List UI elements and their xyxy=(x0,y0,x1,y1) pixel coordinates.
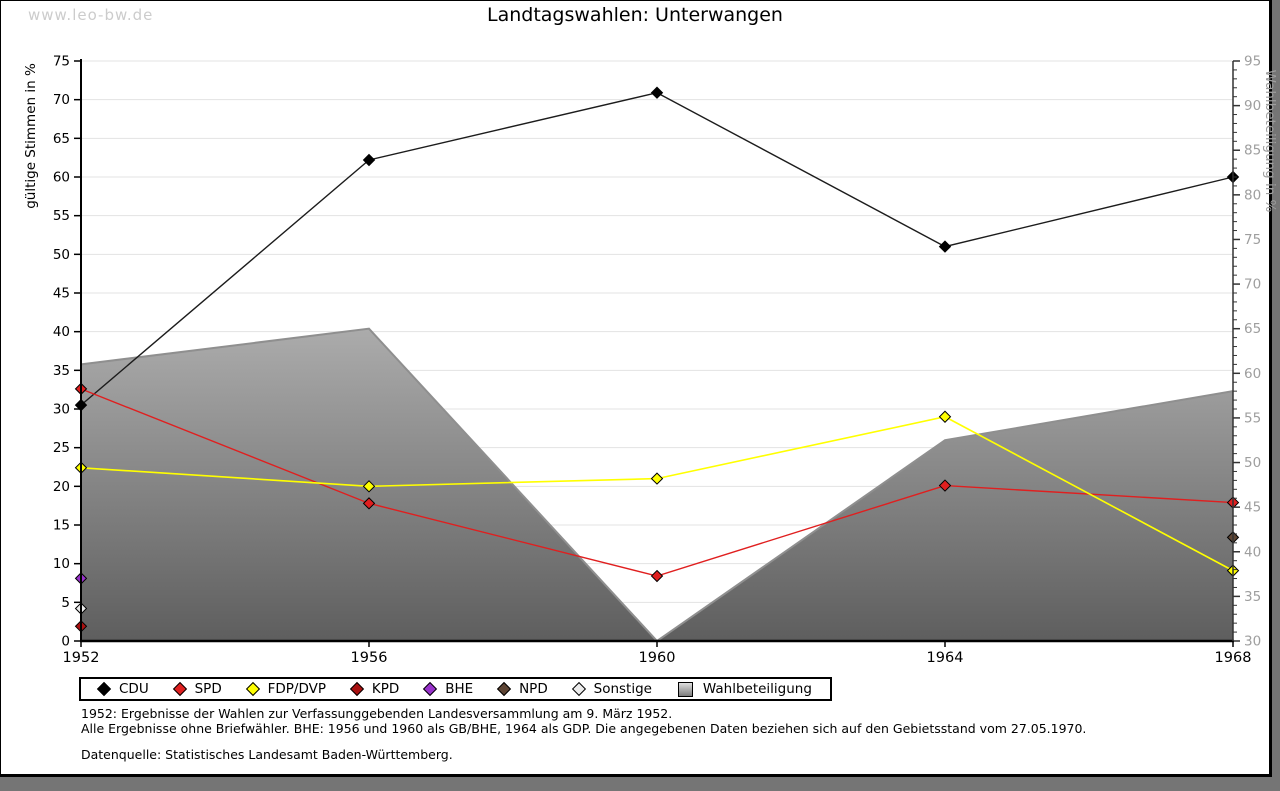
right-axis-title: Wahlbeteiligung in % xyxy=(1262,70,1278,213)
svg-text:50: 50 xyxy=(1244,455,1261,471)
legend-item-Sonstige: Sonstige xyxy=(571,681,652,697)
svg-text:30: 30 xyxy=(1244,634,1261,650)
point-SPD-1960 xyxy=(650,569,664,583)
footnote-line-2: Alle Ergebnisse ohne Briefwähler. BHE: 1… xyxy=(81,720,1087,736)
svg-text:65: 65 xyxy=(1244,321,1261,337)
legend-label: SPD xyxy=(194,681,222,697)
svg-text:70: 70 xyxy=(53,92,70,108)
legend-label: FDP/DVP xyxy=(267,681,327,697)
svg-text:60: 60 xyxy=(53,170,70,186)
legend: CDU SPD FDP/DVP KPD BHE NPD Sonstige Wahlbeteil… xyxy=(79,677,832,701)
svg-text:70: 70 xyxy=(1244,277,1261,293)
point-SPD-1956 xyxy=(362,497,376,510)
footnotes: 1952: Ergebnisse der Wahlen zur Verfassu… xyxy=(81,706,1087,763)
legend-diamond-icon xyxy=(245,681,260,697)
legend-diamond-icon xyxy=(423,681,438,697)
x-tick-1964: 1964 xyxy=(927,650,964,666)
svg-text:80: 80 xyxy=(1244,187,1261,203)
legend-item-KPD: KPD xyxy=(349,681,400,697)
legend-label: Wahlbeteiligung xyxy=(702,681,812,697)
watermark: www.leo-bw.de xyxy=(28,6,154,24)
x-tick-1956: 1956 xyxy=(351,650,388,666)
svg-text:40: 40 xyxy=(1244,544,1261,560)
svg-text:75: 75 xyxy=(53,54,70,70)
svg-text:35: 35 xyxy=(1244,589,1261,605)
point-CDU-1956 xyxy=(362,153,376,167)
svg-text:50: 50 xyxy=(53,247,70,263)
legend-item-SPD: SPD xyxy=(172,681,222,697)
x-tick-1952: 1952 xyxy=(63,650,100,666)
footnote-line-1: 1952: Ergebnisse der Wahlen zur Verfassu… xyxy=(81,706,673,721)
point-FDP/DVP-1964 xyxy=(938,410,952,423)
legend-square-icon xyxy=(677,681,693,697)
x-tick-1960: 1960 xyxy=(639,650,676,666)
legend-item-FDP/DVP: FDP/DVP xyxy=(245,681,327,697)
legend-diamond-icon xyxy=(349,681,364,697)
svg-text:5: 5 xyxy=(61,595,70,611)
x-tick-1968: 1968 xyxy=(1215,650,1252,666)
svg-text:75: 75 xyxy=(1244,232,1261,248)
axes: 0 5 10 15 20 25 30 35 40 45 50 55 60 65 70 75 30 35 40 45 50… xyxy=(23,54,1278,667)
svg-text:0: 0 xyxy=(61,634,70,650)
legend-label: KPD xyxy=(371,681,400,697)
point-FDP/DVP-1956 xyxy=(362,480,376,493)
legend-diamond-icon xyxy=(172,681,187,697)
election-chart: 0 5 10 15 20 25 30 35 40 45 50 55 60 65 70 75 30 35 40 45 50… xyxy=(23,54,1278,667)
svg-text:25: 25 xyxy=(53,440,70,456)
svg-text:55: 55 xyxy=(53,208,70,224)
legend-diamond-icon xyxy=(96,681,112,697)
legend-diamond-icon xyxy=(497,681,512,697)
legend-item-BHE: BHE xyxy=(423,681,474,697)
legend-label: NPD xyxy=(519,681,548,697)
svg-text:15: 15 xyxy=(53,518,70,534)
footnote-source: Datenquelle: Statistisches Landesamt Bad… xyxy=(81,747,453,762)
svg-text:40: 40 xyxy=(53,324,70,340)
legend-label: CDU xyxy=(119,681,149,697)
chart-title: Landtagswahlen: Unterwangen xyxy=(487,4,783,26)
legend-item-CDU: CDU xyxy=(96,681,149,697)
series-points-SPD xyxy=(74,382,1240,583)
point-CDU-1960 xyxy=(650,86,664,99)
svg-text:65: 65 xyxy=(53,131,70,147)
legend-item-NPD: NPD xyxy=(497,681,548,697)
svg-text:10: 10 xyxy=(53,556,70,572)
legend-label: Sonstige xyxy=(593,681,652,697)
svg-text:55: 55 xyxy=(1244,410,1261,426)
svg-text:30: 30 xyxy=(53,402,70,418)
point-SPD-1964 xyxy=(938,479,952,492)
series-points-FDP/DVP xyxy=(74,410,1240,577)
left-axis-title: gültige Stimmen in % xyxy=(23,63,39,209)
legend-diamond-icon xyxy=(571,681,586,697)
svg-text:20: 20 xyxy=(53,479,70,495)
point-FDP/DVP-1960 xyxy=(650,472,664,485)
svg-text:45: 45 xyxy=(1244,500,1261,516)
svg-text:45: 45 xyxy=(53,286,70,302)
svg-text:90: 90 xyxy=(1244,98,1261,114)
svg-text:85: 85 xyxy=(1244,143,1261,159)
legend-item-Wahlbeteiligung: Wahlbeteiligung xyxy=(677,681,812,697)
svg-text:35: 35 xyxy=(53,363,70,379)
legend-label: BHE xyxy=(445,681,474,697)
svg-text:60: 60 xyxy=(1244,366,1261,382)
point-CDU-1964 xyxy=(938,240,952,253)
svg-text:95: 95 xyxy=(1244,54,1261,70)
wahlbeteiligung-area xyxy=(80,327,1234,643)
